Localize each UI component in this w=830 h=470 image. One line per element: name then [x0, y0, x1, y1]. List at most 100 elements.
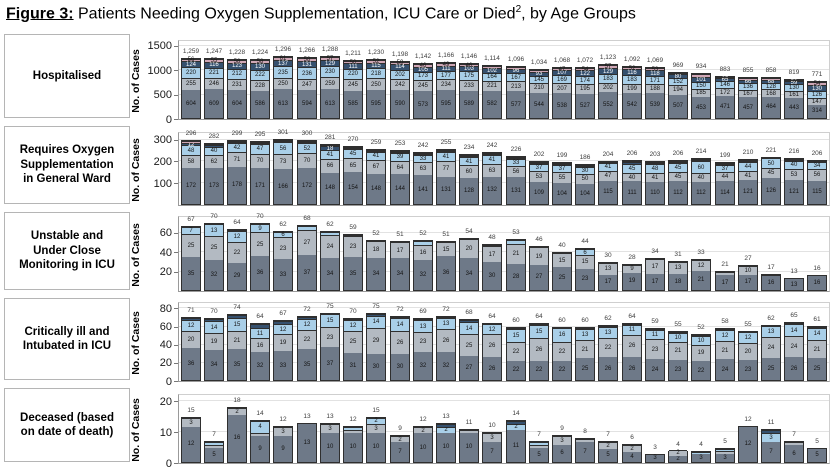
bar-segment-age-band-1: 586 — [251, 90, 269, 118]
bar-total-label: 300 — [301, 129, 313, 137]
bar-total-label: 8 — [583, 428, 587, 436]
bar-total-label: 11 — [767, 419, 775, 426]
bar: 13 — [784, 278, 804, 291]
bar-total-label: 64 — [256, 312, 264, 320]
bar-segment-value: 255 — [185, 81, 196, 88]
bar-total-label: 55 — [674, 321, 682, 329]
bar-segment-age-band-4 — [669, 332, 687, 334]
bar-segment-age-band-1: 23 — [669, 360, 687, 380]
bar: 131 56 33 — [506, 155, 526, 205]
bar-total-label: 242 — [417, 142, 429, 150]
bar-segment-age-band-4: 80 — [669, 74, 687, 80]
bar-segment-value: 577 — [510, 101, 521, 108]
bar-segment-age-band-2: 13 — [669, 261, 687, 274]
bar-segment-age-band-4: 102 — [483, 68, 501, 74]
bar-segment-age-band-2: 50 — [576, 173, 594, 184]
bar-segment-value: 29 — [233, 273, 241, 280]
bar-segment-value: 32 — [419, 363, 427, 369]
bar-segment-value: 2 — [676, 456, 680, 462]
bar: 17 13 — [598, 261, 618, 291]
bar-segment-age-band-4 — [251, 323, 269, 329]
bar-segment-age-band-4: 66 — [739, 79, 757, 85]
bar-segment-age-band-1: 539 — [646, 92, 664, 118]
bar-segment-age-band-5: 50 — [344, 60, 362, 66]
bar: 542 199 183 116 52 — [622, 66, 642, 119]
bar-segment-value: 30 — [488, 273, 496, 280]
bar-segment-age-band-3: 11 — [623, 324, 641, 335]
bar-segment-age-band-2: 63 — [414, 162, 432, 176]
bar-segment-age-band-2: 21 — [716, 340, 734, 360]
panel-label: Critically ill and Intubated in ICU — [4, 298, 130, 380]
bar: 148 66 41 18 — [320, 143, 340, 205]
bar: 613 259 230 129 57 — [320, 56, 340, 119]
bar-segment-age-band-2: 70 — [298, 153, 316, 169]
bar-segment-value: 586 — [254, 101, 265, 108]
bar-segment-age-band-2: 194 — [669, 85, 687, 95]
bar-segment-age-band-1: 37 — [321, 347, 339, 380]
bar-segment-value: 16 — [233, 435, 241, 442]
bar-segment-value: 32 — [419, 272, 427, 279]
bar-segment-age-band-4 — [437, 151, 455, 153]
bar-segment-value: 66 — [326, 163, 334, 170]
bar-segment-age-band-4 — [507, 157, 525, 159]
bar: 21 12 — [691, 258, 711, 291]
bar-total-label: 202 — [533, 150, 545, 158]
bar-segment-value: 236 — [301, 70, 312, 77]
bar: 590 242 202 114 50 — [390, 60, 410, 119]
bar-segment-value: 24 — [767, 345, 775, 352]
bar-segment-age-band-2: 20 — [739, 342, 757, 360]
bar-segment-age-band-2: 202 — [599, 82, 617, 93]
bar-segment-value: 20 — [465, 246, 473, 253]
bar-segment-age-band-2: 21 — [507, 244, 525, 264]
bar-segment-value: 22 — [512, 367, 520, 374]
panel-row-3: Critically ill and Intubated in ICU No. of… — [0, 296, 830, 388]
bar-segment-value: 23 — [326, 334, 334, 341]
bar-segment-age-band-2: 23 — [274, 237, 292, 260]
bar-segment-value: 17 — [488, 251, 496, 258]
bar-segment-age-band-3: 136 — [739, 82, 757, 90]
bar-segment-age-band-4 — [507, 420, 525, 424]
bar-segment-value: 5 — [537, 452, 541, 459]
bar-segment-age-band-2: 22 — [599, 338, 617, 358]
bar-segment-age-band-1: 26 — [483, 357, 501, 380]
bar-segment-age-band-1: 613 — [274, 89, 292, 118]
bar-segment-age-band-3: 2 — [507, 423, 525, 430]
bar-total-label: 40 — [558, 242, 566, 250]
bar-segment-value: 131 — [301, 61, 312, 68]
bar-segment-value: 26 — [628, 343, 636, 350]
y-axis-title: No. of Cases — [130, 49, 142, 113]
bar-segment-age-band-1: 34 — [321, 258, 339, 290]
bar-segment-age-band-1: 109 — [530, 182, 548, 204]
bar-segment-value: 26 — [535, 346, 543, 353]
bar-total-label: 282 — [208, 133, 220, 141]
bar-segment-age-band-1: 148 — [321, 172, 339, 204]
y-tick-mark — [174, 45, 178, 47]
bar-segment-age-band-3: 48 — [646, 163, 664, 174]
bar: 148 67 41 — [366, 148, 386, 205]
bar-total-label: 13 — [442, 412, 450, 420]
bar-segment-age-band-5 — [507, 66, 525, 69]
bar-total-label: 206 — [626, 150, 638, 158]
bar-segment-age-band-3: 11 — [251, 328, 269, 338]
bar-segment-age-band-1: 33 — [274, 351, 292, 380]
bar-total-label: 62 — [279, 220, 287, 228]
bar-segment-age-band-3: 145 — [530, 76, 548, 84]
bar-segment-value: 12 — [744, 441, 752, 448]
bar-segment-age-band-1: 35 — [182, 257, 200, 290]
bar: 594 247 236 131 58 — [297, 57, 317, 119]
bar-total-label: 253 — [394, 139, 406, 147]
bar-segment-value: 18 — [372, 247, 380, 254]
bar: 552 202 183 129 57 — [598, 64, 618, 119]
bar-segment-age-band-3: 39 — [391, 152, 409, 161]
bar-segment-value: 12 — [744, 334, 752, 341]
bar-segment-age-band-1: 17 — [739, 274, 757, 290]
bar-segment-value: 136 — [742, 83, 753, 90]
bar: 573 245 173 105 46 — [413, 63, 433, 119]
bar-segment-age-band-4 — [553, 163, 571, 165]
bar-segment-age-band-1: 30 — [391, 353, 409, 380]
bar-segment-value: 453 — [695, 104, 706, 111]
bar: 115 47 41 — [598, 160, 618, 205]
bar-segment-age-band-5: 57 — [599, 64, 617, 70]
